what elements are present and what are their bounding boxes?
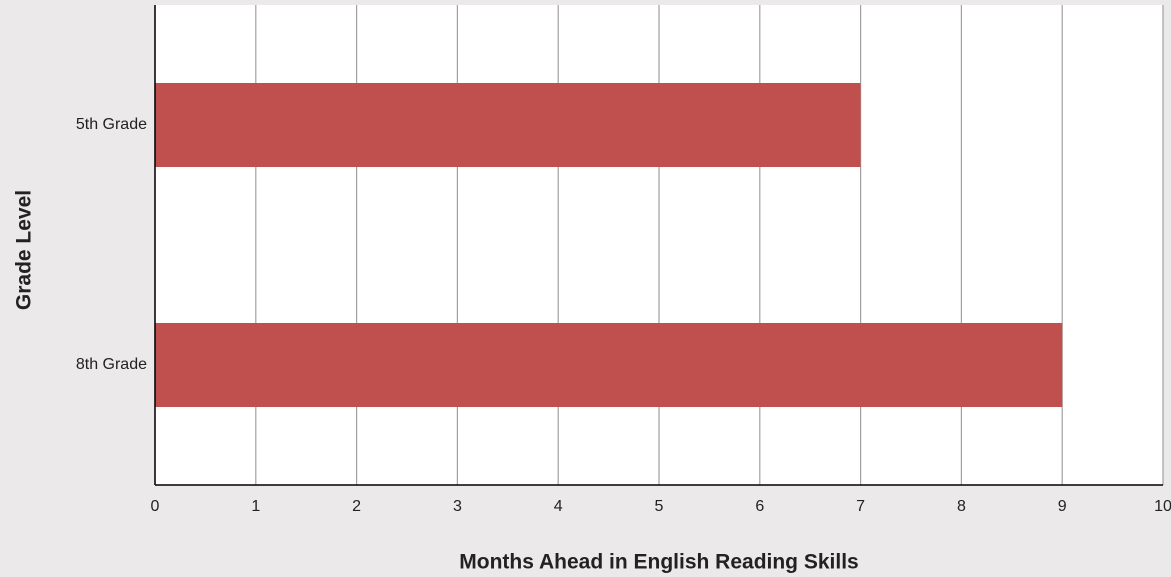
x-tick-label: 5 xyxy=(655,498,664,515)
x-tick-label: 1 xyxy=(251,498,260,515)
y-axis-title: Grade Level xyxy=(13,190,36,310)
x-tick-label: 3 xyxy=(453,498,462,515)
x-tick-label: 0 xyxy=(151,498,160,515)
x-tick-label: 6 xyxy=(755,498,764,515)
y-tick-label: 5th Grade xyxy=(76,116,147,133)
x-tick-label: 2 xyxy=(352,498,361,515)
x-tick-label: 4 xyxy=(554,498,563,515)
x-tick-label: 7 xyxy=(856,498,865,515)
x-tick-label: 9 xyxy=(1058,498,1067,515)
bar xyxy=(155,323,1063,407)
bar xyxy=(155,83,861,167)
x-axis-title: Months Ahead in English Reading Skills xyxy=(459,551,858,574)
y-tick-label: 8th Grade xyxy=(76,356,147,373)
x-tick-label: 8 xyxy=(957,498,966,515)
x-tick-label: 10 xyxy=(1154,498,1171,515)
